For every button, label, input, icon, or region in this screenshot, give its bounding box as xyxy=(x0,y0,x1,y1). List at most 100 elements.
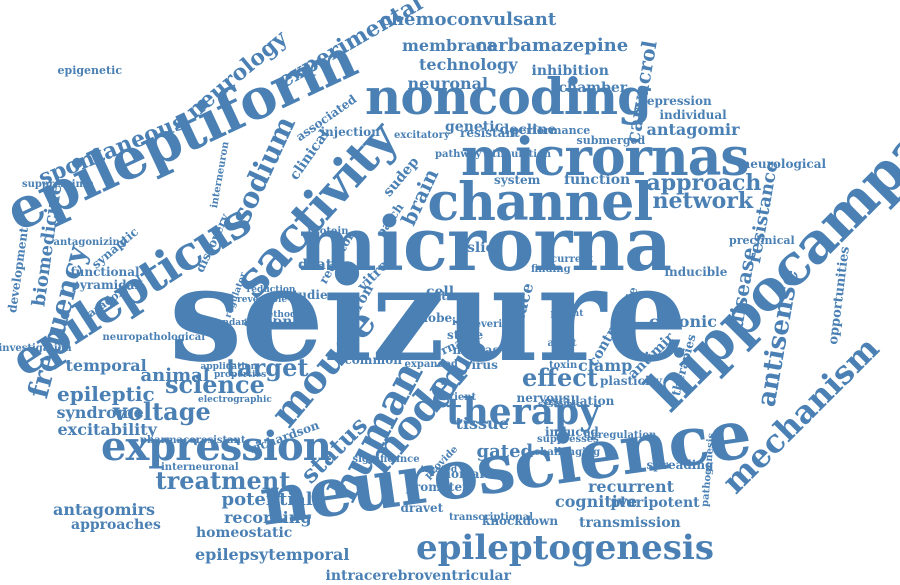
word-dravet: dravet xyxy=(400,501,444,515)
word-application: application xyxy=(200,361,258,372)
word-depression: depression xyxy=(638,94,712,108)
word-systemic: systemic xyxy=(538,399,582,410)
word-treated: treated xyxy=(420,464,458,475)
word-excitability: excitability xyxy=(57,420,157,439)
word-treatment: treatment xyxy=(155,466,291,495)
word-plasticity: plasticity xyxy=(600,374,662,388)
word-functional: functional xyxy=(70,265,140,279)
word-pluripotent: pluripotent xyxy=(610,495,700,511)
word-nervous: nervous xyxy=(516,391,570,405)
word-epigenetic: epigenetic xyxy=(57,63,123,77)
word-decline: decline xyxy=(499,122,557,138)
word-stimulation: stimulation xyxy=(486,149,552,160)
word-excitatory: excitatory xyxy=(394,130,450,141)
word-reduction: reduction xyxy=(246,284,296,295)
word-genetic: genetic xyxy=(445,119,504,135)
word-toxin: toxin xyxy=(549,360,578,371)
word-finding: finding xyxy=(531,264,571,275)
word-investigation: investigation xyxy=(0,343,72,354)
word-virus: virus xyxy=(464,358,498,372)
word-antagomirs: antagomirs xyxy=(53,500,156,519)
word-animal: animal xyxy=(140,365,210,386)
word-inducible: inducible xyxy=(664,265,728,279)
word-noncoding: noncoding xyxy=(365,67,652,126)
word-action: action xyxy=(243,314,293,330)
word-intracerebroventricular: intracerebroventricular xyxy=(325,568,511,584)
word-induced: induced xyxy=(545,425,599,439)
word-epileptic: epileptic xyxy=(57,382,155,406)
word-interneuronal: interneuronal xyxy=(161,462,239,473)
word-micrornas: micrornas xyxy=(461,127,750,188)
word-lobe: lobe xyxy=(423,311,453,325)
word-oscillation: oscillation xyxy=(544,394,615,408)
word-approach: approach xyxy=(646,170,762,196)
word-expanded: expanded xyxy=(404,359,458,370)
word-microrna: microrna xyxy=(298,202,673,288)
word-chamber: chamber xyxy=(558,80,628,96)
word-syndrome: syndrome xyxy=(56,403,144,422)
word-patient: patient xyxy=(436,392,477,403)
word-development: development xyxy=(5,226,32,314)
word-pharmacoresistant: pharmacoresistant xyxy=(140,435,246,446)
word-network: network xyxy=(652,188,754,214)
word-mirnas: mirnas xyxy=(452,343,500,357)
word-injection: injection xyxy=(320,125,380,139)
word-expression: expression xyxy=(101,423,332,470)
word-preclinical: preclinical xyxy=(729,233,795,247)
word-voltage: voltage xyxy=(113,397,211,426)
word-current: current xyxy=(551,254,594,265)
word-epilepsytemporal: epilepsytemporal xyxy=(195,545,350,564)
word-common: common xyxy=(344,353,402,367)
word-channel: channel xyxy=(427,172,654,233)
word-ionic: ionic xyxy=(452,317,480,328)
word-properties: properties xyxy=(214,369,267,380)
word-recording: recording xyxy=(224,508,312,527)
word-chemoconvulsant: chemoconvulsant xyxy=(380,9,557,30)
word-promoter: promoter xyxy=(405,480,469,494)
word-death: death xyxy=(298,257,343,273)
word-transmission: transmission xyxy=(579,515,681,531)
word-studies: studies xyxy=(286,288,335,302)
word-severity: severity xyxy=(469,319,513,330)
word-knockdown: knockdown xyxy=(482,514,559,528)
word-chronic: chronic xyxy=(649,312,717,331)
word-carbamazepine: carbamazepine xyxy=(475,35,629,56)
word-therapy: therapy xyxy=(446,391,601,433)
word-reversible: reversible xyxy=(237,294,288,305)
word-fundamental: fundamental xyxy=(212,317,277,328)
word-upregulation: upregulation xyxy=(583,430,657,441)
word-seizure: seizure xyxy=(169,238,688,391)
word-submerged: submerged xyxy=(576,133,646,147)
word-adult: adult xyxy=(547,338,577,349)
word-temporal: temporal xyxy=(65,356,147,375)
word-resistant: resistant xyxy=(460,126,520,140)
word-significance: significance xyxy=(352,454,420,465)
word-slice: slice xyxy=(467,240,503,256)
word-antagomir: antagomir xyxy=(646,120,740,139)
word-neuropathological: neuropathological xyxy=(102,332,206,343)
word-potential: potential xyxy=(221,489,313,510)
word-science: science xyxy=(165,370,265,399)
word-inhibition: inhibition xyxy=(531,63,609,79)
word-protein: protein xyxy=(307,226,349,237)
word-recurrent: recurrent xyxy=(588,477,675,496)
word-neuronal: neuronal xyxy=(407,74,489,93)
word-individual: individual xyxy=(659,108,727,122)
word-suppresses: suppresses xyxy=(537,434,599,445)
word-pyramidal: pyramidal xyxy=(71,278,139,292)
word-method: method xyxy=(258,309,297,320)
word-suppressinin: suppressinin xyxy=(22,179,94,190)
word-technology: technology xyxy=(419,55,518,74)
word-function: function xyxy=(564,172,631,188)
word-potent: potent xyxy=(550,308,584,319)
word-challenging: challenging xyxy=(534,447,601,458)
word-cell: cell xyxy=(426,284,455,300)
word-pathway: pathway xyxy=(435,149,482,160)
word-epileptogenesis: epileptogenesis xyxy=(416,528,714,568)
word-electrographic: electrographic xyxy=(198,394,272,405)
word-clamp: clamp xyxy=(578,356,633,375)
word-stage: stage xyxy=(447,328,484,342)
word-system: system xyxy=(494,173,541,187)
word-cognitive: cognitive xyxy=(555,492,638,511)
